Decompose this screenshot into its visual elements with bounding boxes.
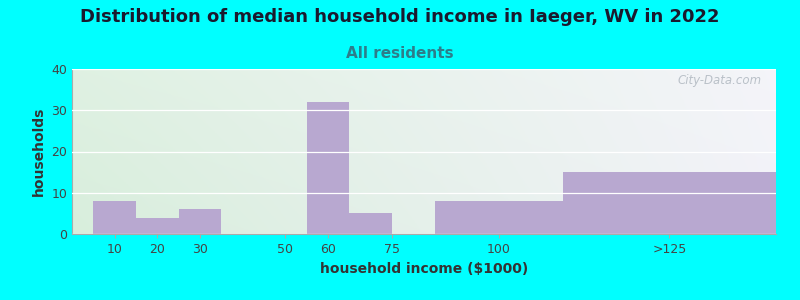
Bar bbox=[350, 213, 392, 234]
X-axis label: household income ($1000): household income ($1000) bbox=[320, 262, 528, 276]
Text: City-Data.com: City-Data.com bbox=[678, 74, 762, 87]
Bar bbox=[178, 209, 222, 234]
Bar bbox=[562, 172, 776, 234]
Text: Distribution of median household income in Iaeger, WV in 2022: Distribution of median household income … bbox=[80, 8, 720, 26]
Bar bbox=[306, 102, 350, 234]
Bar bbox=[94, 201, 136, 234]
Y-axis label: households: households bbox=[32, 107, 46, 196]
Bar bbox=[434, 201, 562, 234]
Text: All residents: All residents bbox=[346, 46, 454, 62]
Bar bbox=[136, 218, 178, 234]
